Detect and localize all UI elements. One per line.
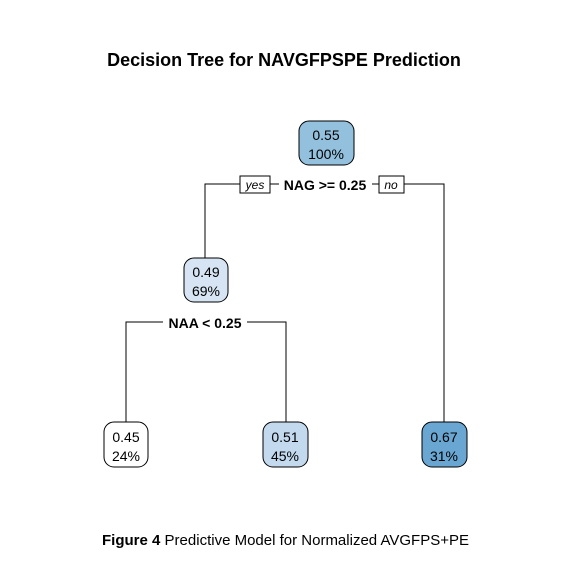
- split-left-condition: NAA < 0.25: [168, 315, 241, 331]
- node-leaf-1-percent: 24%: [112, 448, 140, 464]
- split-root-condition: NAG >= 0.25: [284, 177, 367, 193]
- node-root-percent: 100%: [308, 146, 344, 162]
- diagram-title: Decision Tree for NAVGFPSPE Prediction: [107, 50, 461, 70]
- node-left-value: 0.49: [192, 264, 219, 280]
- node-left-box: [183, 257, 229, 303]
- node-leaf-1-value: 0.45: [112, 429, 139, 445]
- edge-root-right: [404, 183, 445, 422]
- node-leaf-1[interactable]: 0.45 24%: [103, 421, 149, 468]
- node-leaf-3-percent: 31%: [430, 448, 458, 464]
- node-leaf-2-value: 0.51: [271, 429, 298, 445]
- edge-root-left: [204, 183, 240, 258]
- edge-left-right: [247, 321, 287, 422]
- figure-caption-label: Figure 4: [102, 532, 161, 549]
- node-left-percent: 69%: [192, 283, 220, 299]
- node-leaf-3[interactable]: 0.67 31%: [421, 421, 468, 468]
- branch-no-label: no: [384, 178, 398, 192]
- node-left[interactable]: 0.49 69%: [183, 257, 229, 303]
- branch-no-box: [378, 175, 405, 194]
- branch-yes-label: yes: [245, 178, 265, 192]
- branch-yes-box: [239, 175, 271, 194]
- node-leaf-3-value: 0.67: [430, 429, 457, 445]
- decision-tree-diagram: Decision Tree for NAVGFPSPE Prediction 0…: [103, 50, 468, 468]
- edge-left-left: [125, 321, 163, 422]
- node-leaf-3-box: [421, 421, 468, 468]
- node-root[interactable]: 0.55 100%: [298, 120, 355, 166]
- node-leaf-2-percent: 45%: [271, 448, 299, 464]
- node-leaf-2[interactable]: 0.51 45%: [262, 421, 309, 468]
- node-leaf-2-box: [262, 421, 309, 468]
- split-root: yes NAG >= 0.25 no: [239, 175, 405, 194]
- node-root-box: [298, 120, 355, 166]
- node-leaf-1-box: [103, 421, 149, 468]
- node-root-value: 0.55: [312, 127, 339, 143]
- figure-caption-text: Predictive Model for Normalized AVGFPS+P…: [164, 532, 469, 549]
- tree-edges: [125, 183, 445, 422]
- figure-caption: Figure 4 Predictive Model for Normalized…: [0, 532, 571, 549]
